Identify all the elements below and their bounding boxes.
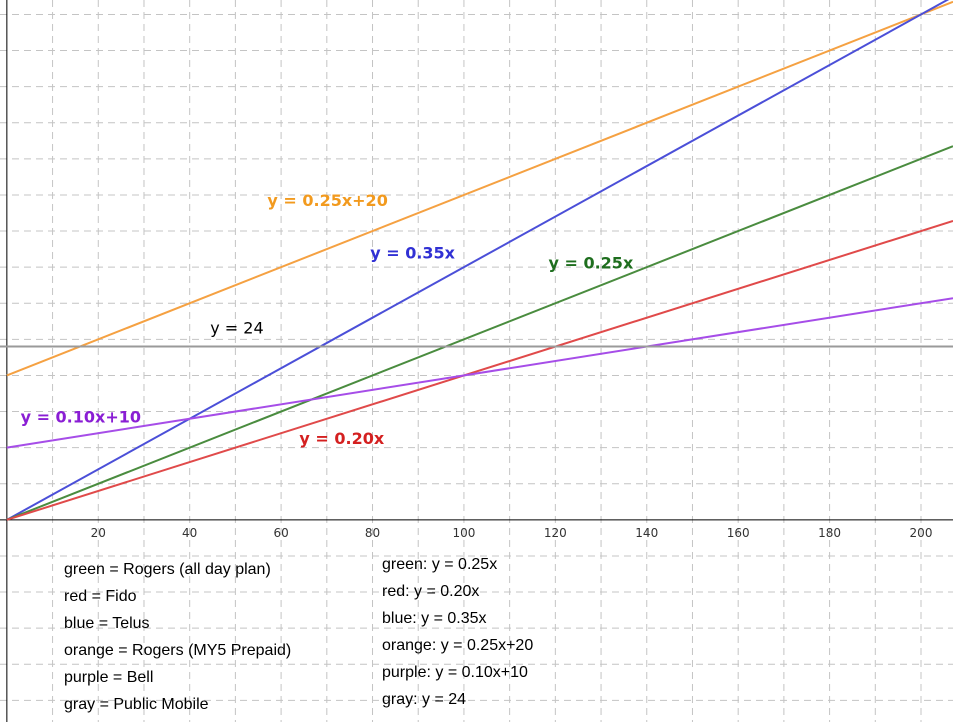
series-label-gray: y = 24 bbox=[210, 319, 263, 338]
x-tick-label: 120 bbox=[544, 526, 567, 540]
x-tick-label: 20 bbox=[91, 526, 106, 540]
series-label-orange: y = 0.25x+20 bbox=[267, 191, 387, 210]
x-tick-label: 200 bbox=[910, 526, 933, 540]
legend-item: purple = Bell bbox=[64, 669, 154, 686]
x-tick-label: 140 bbox=[635, 526, 658, 540]
equation-item: blue: y = 0.35x bbox=[382, 610, 487, 627]
series-lines bbox=[0, 0, 953, 521]
series-line-orange bbox=[6, 0, 953, 377]
series-labels: y = 0.25x+20 y = 0.35x y = 0.25x y = 0.20x y… bbox=[21, 191, 634, 448]
x-tick-label: 40 bbox=[182, 526, 197, 540]
equation-item: purple: y = 0.10x+10 bbox=[382, 664, 528, 681]
series-line-green bbox=[6, 145, 953, 521]
x-tick-label: 180 bbox=[818, 526, 841, 540]
x-tick-label: 60 bbox=[273, 526, 288, 540]
legend-item: orange = Rogers (MY5 Prepaid) bbox=[64, 642, 292, 659]
series-label-purple: y = 0.10x+10 bbox=[21, 407, 141, 426]
x-tick-label: 100 bbox=[452, 526, 475, 540]
legend-item: green = Rogers (all day plan) bbox=[64, 561, 271, 578]
x-tick-label: 80 bbox=[365, 526, 380, 540]
legend-item: blue = Telus bbox=[64, 615, 150, 632]
series-label-red: y = 0.20x bbox=[299, 429, 384, 448]
legend-item: red = Fido bbox=[64, 588, 137, 605]
series-line-red bbox=[6, 219, 953, 521]
legend-item: gray = Public Mobile bbox=[64, 696, 209, 713]
tick-labels: 20406080100120140160180200-20-1010203040… bbox=[91, 526, 933, 540]
legend-providers: green = Rogers (all day plan) red = Fido… bbox=[64, 556, 291, 718]
legend-equations: green: y = 0.25x red: y = 0.20x blue: y … bbox=[382, 551, 533, 713]
equation-item: red: y = 0.20x bbox=[382, 583, 480, 600]
series-label-green: y = 0.25x bbox=[548, 254, 633, 273]
series-line-blue bbox=[6, 0, 950, 521]
series-label-blue: y = 0.35x bbox=[370, 243, 455, 262]
equation-item: gray: y = 24 bbox=[382, 691, 467, 708]
series-line-purple bbox=[6, 297, 953, 449]
equation-item: green: y = 0.25x bbox=[382, 556, 498, 573]
equation-item: orange: y = 0.25x+20 bbox=[382, 637, 534, 654]
x-tick-label: 160 bbox=[727, 526, 750, 540]
